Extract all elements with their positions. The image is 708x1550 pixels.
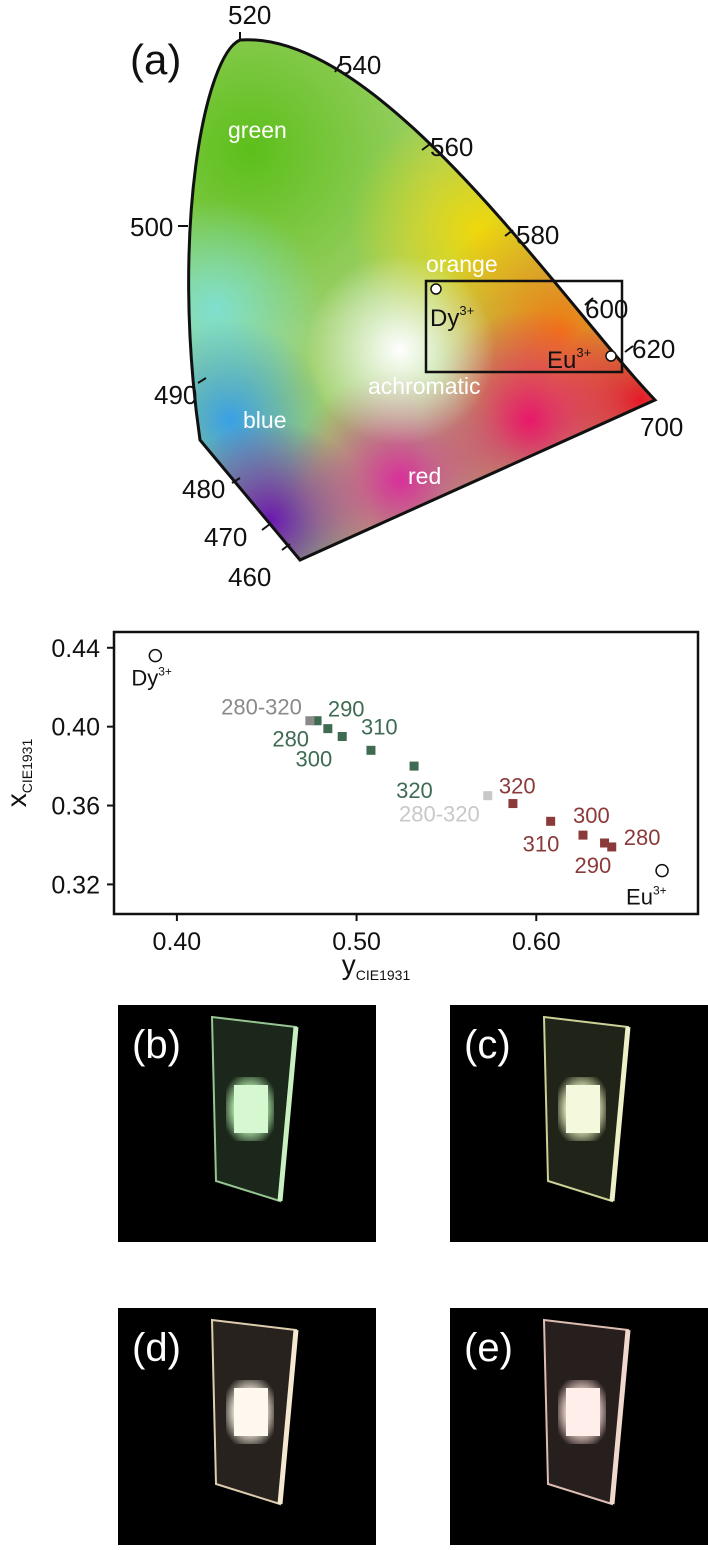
eu-label-a: Eu3+ — [547, 345, 591, 374]
zoom-box — [424, 279, 624, 374]
data-point — [607, 842, 617, 852]
wl-460: 460 — [228, 562, 271, 592]
plot-frame — [112, 630, 700, 916]
region-achromatic: achromatic — [368, 373, 480, 399]
sample-photo — [542, 1318, 631, 1506]
x-tick-label: 0.40 — [153, 928, 202, 956]
dy-label-a: Dy3+ — [430, 303, 474, 332]
reference-point — [655, 863, 669, 878]
data-label: 320 — [499, 774, 536, 799]
wl-490: 490 — [154, 380, 197, 410]
data-label: 280 — [624, 825, 661, 850]
data-point — [312, 716, 322, 726]
wl-620: 620 — [632, 334, 675, 364]
photo-panel-b: (b) — [118, 1005, 376, 1242]
data-point — [409, 761, 419, 771]
wl-500: 500 — [130, 212, 173, 242]
photo-panel-c: (c) — [450, 1005, 708, 1242]
wl-700: 700 — [640, 412, 683, 442]
y-tick-label: 0.32 — [51, 871, 100, 899]
wl-480: 480 — [182, 474, 225, 504]
data-label: 280 — [272, 727, 309, 752]
region-green: green — [228, 117, 287, 143]
y-tick-label: 0.40 — [51, 714, 100, 742]
panel-b-label: (b) — [132, 1023, 181, 1067]
data-point — [305, 716, 315, 726]
data-label: 300 — [295, 747, 332, 772]
reference-label: Eu3+ — [626, 884, 667, 910]
wl-580: 580 — [516, 220, 559, 250]
sample-photo — [210, 1318, 299, 1506]
data-point — [366, 745, 376, 755]
panel-e-label: (e) — [464, 1326, 513, 1370]
data-label: 310 — [361, 714, 398, 739]
y-axis-label: xCIE1931 — [1, 739, 35, 808]
region-red: red — [408, 463, 441, 489]
wl-540: 540 — [338, 50, 381, 80]
x-tick-label: 0.50 — [332, 928, 381, 956]
data-label: 300 — [573, 803, 610, 828]
data-point — [600, 838, 610, 848]
y-tick-label: 0.36 — [51, 793, 100, 821]
eu-marker — [605, 350, 617, 362]
y-tick-label: 0.44 — [51, 635, 100, 663]
cie-scatter-chart: 0.40 0.50 0.60 0.32 0.36 0.40 0.44 Dy3+ Eu3+ 280… — [1, 630, 700, 983]
data-point — [323, 724, 333, 734]
panel-c-label: (c) — [464, 1023, 511, 1067]
reference-point — [148, 648, 163, 663]
x-tick-label: 0.60 — [512, 928, 561, 956]
region-blue: blue — [243, 407, 286, 433]
data-point — [508, 799, 518, 809]
sample-photo — [210, 1015, 299, 1203]
data-point — [546, 816, 556, 826]
panel-d-label: (d) — [132, 1326, 181, 1370]
wavelength-ticks — [178, 32, 634, 551]
data-label: 290 — [328, 697, 365, 722]
panel-a-label: (a) — [130, 36, 181, 83]
data-point — [483, 791, 493, 801]
x-axis-label: yCIE1931 — [342, 949, 411, 983]
wl-560: 560 — [430, 132, 473, 162]
data-point — [337, 732, 347, 742]
data-label: 280-320 — [221, 695, 302, 720]
wl-470: 470 — [204, 522, 247, 552]
dy-marker — [430, 283, 442, 295]
data-label: 320 — [396, 778, 433, 803]
data-label: 290 — [575, 853, 612, 878]
wl-520: 520 — [228, 0, 271, 30]
data-point — [578, 830, 588, 840]
data-label: 310 — [523, 831, 560, 856]
reference-label: Dy3+ — [131, 665, 172, 691]
cie-diagram: 520 540 560 580 600 620 700 500 490 480 … — [130, 0, 683, 592]
sample-photo — [542, 1015, 631, 1203]
spectral-locus — [187, 38, 658, 562]
photo-panel-e: (e) — [450, 1308, 708, 1545]
region-orange: orange — [426, 251, 498, 277]
data-label: 280-320 — [399, 802, 480, 827]
photo-panel-d: (d) — [118, 1308, 376, 1545]
